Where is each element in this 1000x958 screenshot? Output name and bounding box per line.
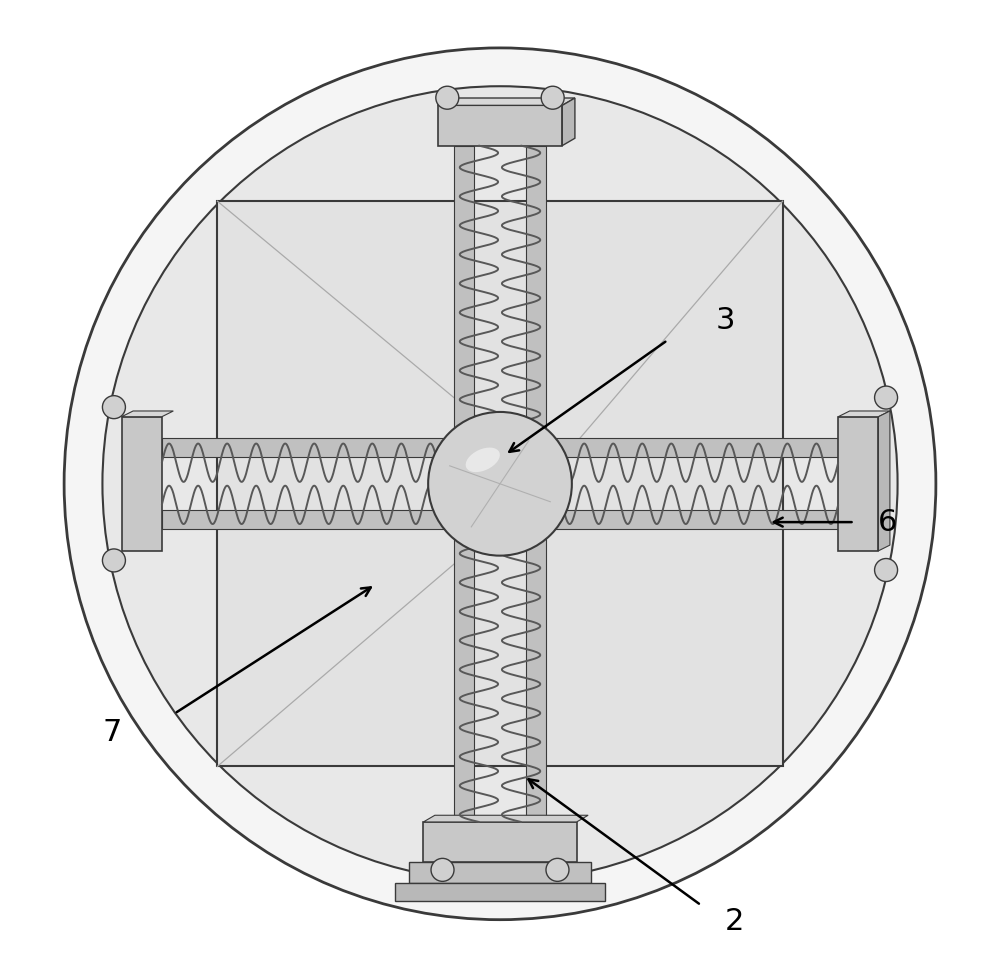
Polygon shape — [162, 439, 452, 458]
Circle shape — [428, 412, 572, 556]
Circle shape — [541, 86, 564, 109]
Polygon shape — [122, 411, 173, 417]
Text: 7: 7 — [102, 718, 122, 747]
Polygon shape — [423, 822, 577, 862]
Polygon shape — [409, 862, 591, 883]
Polygon shape — [526, 532, 546, 822]
Polygon shape — [526, 146, 546, 436]
Polygon shape — [438, 98, 575, 105]
Polygon shape — [162, 511, 452, 530]
Circle shape — [546, 858, 569, 881]
Polygon shape — [838, 417, 878, 551]
Polygon shape — [122, 417, 162, 551]
Text: 2: 2 — [725, 907, 744, 936]
Circle shape — [102, 396, 125, 419]
Circle shape — [875, 559, 898, 582]
Circle shape — [102, 86, 898, 881]
Text: 3: 3 — [715, 307, 735, 335]
Circle shape — [875, 386, 898, 409]
Polygon shape — [878, 411, 890, 551]
Polygon shape — [395, 883, 605, 901]
Polygon shape — [838, 411, 890, 417]
Polygon shape — [562, 98, 575, 146]
Polygon shape — [438, 105, 562, 146]
Circle shape — [64, 48, 936, 920]
Polygon shape — [454, 146, 474, 436]
Polygon shape — [423, 815, 588, 822]
Polygon shape — [548, 511, 838, 530]
Polygon shape — [454, 532, 474, 822]
Polygon shape — [217, 201, 783, 766]
Circle shape — [431, 858, 454, 881]
Circle shape — [436, 86, 459, 109]
Text: 6: 6 — [878, 508, 898, 536]
Ellipse shape — [466, 447, 500, 472]
Polygon shape — [548, 439, 838, 458]
Circle shape — [102, 549, 125, 572]
